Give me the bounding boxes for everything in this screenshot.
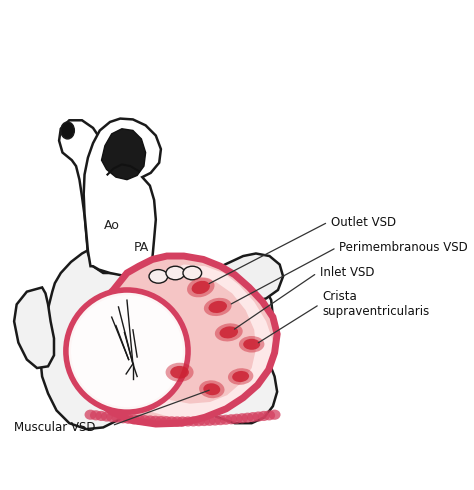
Text: PA: PA [134, 241, 149, 254]
Text: Inlet VSD: Inlet VSD [319, 267, 374, 279]
Polygon shape [80, 256, 277, 424]
Ellipse shape [149, 270, 168, 283]
Circle shape [66, 290, 188, 412]
Ellipse shape [128, 414, 140, 424]
Ellipse shape [269, 410, 281, 420]
Ellipse shape [95, 411, 107, 421]
Text: Ao: Ao [104, 219, 119, 232]
Ellipse shape [232, 371, 249, 382]
Ellipse shape [90, 410, 102, 420]
Ellipse shape [122, 414, 134, 424]
Ellipse shape [236, 413, 248, 423]
Ellipse shape [149, 416, 162, 426]
Ellipse shape [209, 416, 221, 425]
Ellipse shape [219, 326, 238, 339]
Ellipse shape [144, 416, 156, 425]
Ellipse shape [193, 416, 205, 426]
Ellipse shape [187, 277, 215, 297]
Polygon shape [218, 253, 283, 302]
Ellipse shape [111, 413, 124, 423]
Ellipse shape [243, 339, 260, 350]
Polygon shape [39, 247, 277, 429]
Ellipse shape [171, 416, 183, 426]
Ellipse shape [199, 380, 225, 398]
Ellipse shape [165, 363, 193, 382]
Ellipse shape [231, 414, 243, 424]
Ellipse shape [61, 122, 74, 139]
Ellipse shape [133, 415, 145, 425]
Ellipse shape [106, 412, 118, 422]
Text: Perimembranous VSD: Perimembranous VSD [339, 241, 468, 254]
Ellipse shape [170, 366, 189, 379]
Ellipse shape [166, 416, 178, 426]
Ellipse shape [198, 416, 210, 426]
Ellipse shape [160, 416, 172, 426]
Ellipse shape [239, 336, 264, 352]
Ellipse shape [263, 410, 275, 420]
Ellipse shape [215, 323, 243, 342]
Text: Outlet VSD: Outlet VSD [330, 216, 396, 229]
Polygon shape [59, 120, 127, 273]
Ellipse shape [155, 416, 167, 426]
Polygon shape [14, 288, 54, 368]
Ellipse shape [225, 414, 237, 424]
Ellipse shape [191, 281, 210, 294]
Polygon shape [101, 129, 146, 180]
Ellipse shape [84, 410, 96, 420]
Text: Crista
supraventricularis: Crista supraventricularis [322, 291, 429, 318]
Ellipse shape [204, 416, 216, 426]
Ellipse shape [247, 412, 259, 422]
Ellipse shape [228, 368, 254, 385]
Circle shape [71, 295, 183, 407]
Ellipse shape [117, 413, 129, 423]
Ellipse shape [101, 412, 113, 421]
Ellipse shape [204, 298, 232, 316]
Text: Muscular VSD: Muscular VSD [14, 421, 96, 434]
Ellipse shape [183, 266, 201, 280]
Ellipse shape [242, 413, 254, 423]
Ellipse shape [182, 416, 194, 426]
Ellipse shape [139, 415, 151, 425]
Ellipse shape [220, 415, 232, 425]
Polygon shape [84, 119, 161, 276]
Ellipse shape [166, 266, 185, 280]
Ellipse shape [253, 412, 264, 421]
Ellipse shape [203, 383, 220, 395]
Ellipse shape [187, 416, 199, 426]
Polygon shape [130, 265, 273, 417]
Ellipse shape [215, 415, 227, 425]
Ellipse shape [177, 416, 189, 427]
Ellipse shape [258, 411, 270, 421]
Ellipse shape [209, 301, 227, 313]
